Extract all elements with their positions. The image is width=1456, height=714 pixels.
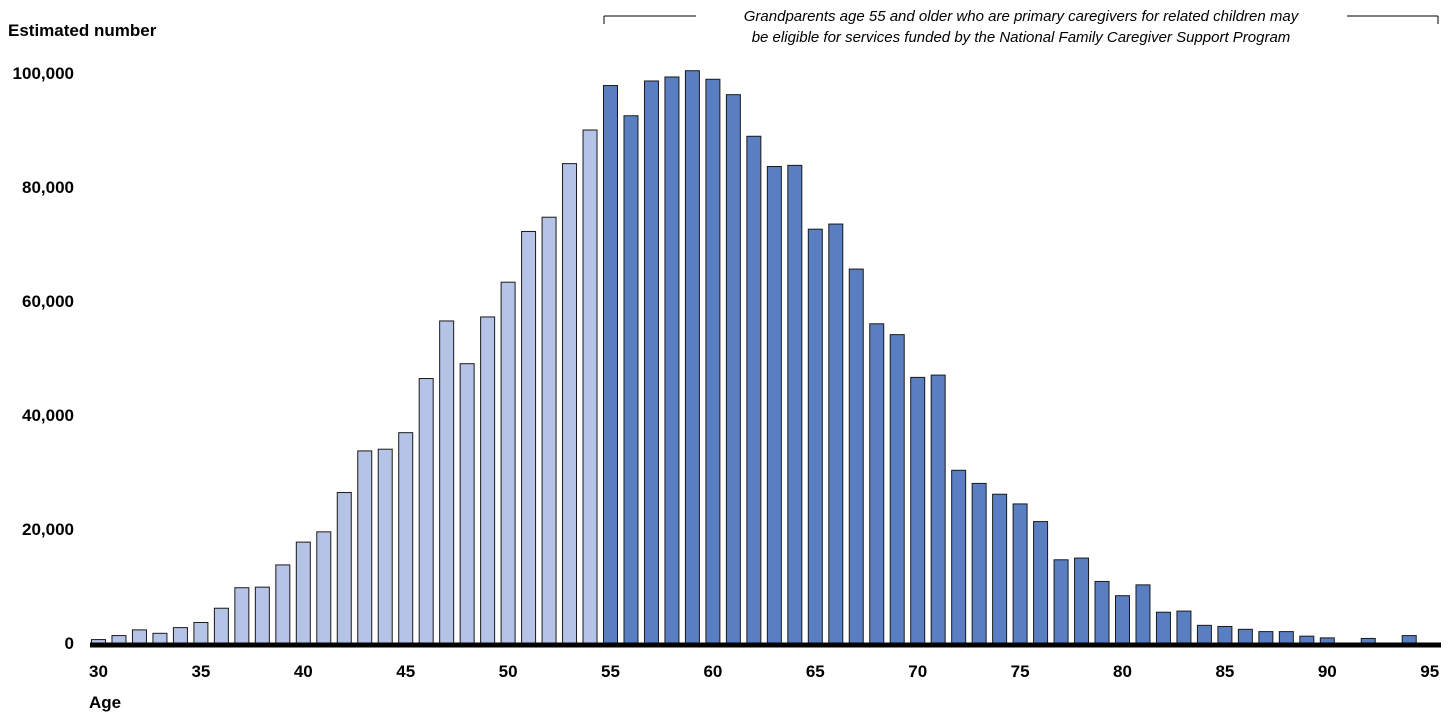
bar-age-41 [316, 531, 332, 644]
bar-age-57 [643, 80, 659, 644]
bar-age-54 [582, 129, 598, 644]
bar-age-75 [1012, 503, 1028, 644]
bars [91, 70, 1417, 644]
x-tick-label: 80 [1113, 662, 1132, 681]
bar-age-58 [664, 76, 680, 644]
bar-age-39 [275, 564, 291, 644]
bar-age-79 [1094, 580, 1110, 644]
x-tick-label: 60 [703, 662, 722, 681]
y-tick-label: 60,000 [22, 292, 74, 311]
y-tick-label: 0 [65, 634, 74, 653]
bar-age-88 [1278, 631, 1294, 644]
bar-age-76 [1033, 521, 1049, 644]
bar-age-92 [1360, 637, 1376, 644]
bar-age-31 [111, 635, 127, 644]
bar-age-66 [828, 223, 844, 644]
x-tick-label: 70 [908, 662, 927, 681]
bar-age-61 [725, 94, 741, 644]
bar-age-90 [1319, 637, 1335, 644]
bar-age-51 [521, 230, 537, 644]
y-tick-label: 20,000 [22, 520, 74, 539]
bar-age-30 [91, 639, 106, 644]
x-tick-label: 65 [806, 662, 825, 681]
x-tick-label: 30 [89, 662, 108, 681]
bar-age-80 [1115, 595, 1130, 644]
bar-age-37 [234, 587, 250, 644]
x-tick-label: 85 [1215, 662, 1234, 681]
x-tick-label: 50 [499, 662, 518, 681]
bar-age-64 [787, 164, 803, 644]
x-axis-label: Age [89, 693, 121, 712]
bar-age-50 [500, 281, 516, 644]
bar-age-53 [562, 163, 578, 644]
bar-age-83 [1176, 610, 1192, 644]
bar-age-94 [1401, 635, 1417, 644]
x-tick-label: 45 [396, 662, 415, 681]
x-tick-label: 95 [1420, 662, 1439, 681]
x-tick-label: 40 [294, 662, 313, 681]
bar-age-43 [357, 450, 373, 644]
bar-age-36 [213, 607, 229, 644]
bar-age-42 [336, 492, 352, 644]
bar-age-67 [848, 268, 864, 644]
bar-age-87 [1258, 631, 1274, 644]
x-tick-label: 35 [191, 662, 210, 681]
bar-age-85 [1217, 625, 1233, 644]
x-tick-label: 90 [1318, 662, 1337, 681]
bar-age-35 [193, 621, 209, 644]
bar-age-49 [480, 316, 496, 644]
bar-age-62 [746, 135, 762, 644]
annotation-line-1: Grandparents age 55 and older who are pr… [744, 8, 1300, 25]
bar-age-45 [398, 432, 414, 644]
y-tick-label: 100,000 [13, 64, 74, 83]
bar-age-52 [541, 216, 557, 644]
bar-age-82 [1155, 611, 1171, 644]
bar-age-78 [1074, 557, 1090, 644]
bar-age-32 [131, 629, 147, 644]
bar-age-47 [439, 320, 455, 644]
x-tick-label: 75 [1011, 662, 1030, 681]
bar-age-65 [807, 228, 823, 644]
bar-age-77 [1053, 559, 1069, 644]
bar-age-74 [992, 493, 1008, 644]
y-axis-ticks: 0 20,000 40,000 60,000 80,000 100,000 [13, 64, 74, 653]
y-tick-label: 80,000 [22, 178, 74, 197]
bar-age-44 [377, 448, 393, 644]
bar-age-73 [971, 482, 987, 644]
bar-age-40 [295, 541, 311, 644]
bar-age-59 [684, 70, 700, 644]
bar-age-38 [254, 586, 270, 644]
bar-age-60 [705, 78, 721, 644]
bar-age-63 [766, 165, 782, 644]
y-axis-label: Estimated number [8, 21, 157, 40]
bar-age-84 [1196, 624, 1212, 644]
bar-age-70 [910, 376, 926, 644]
bar-age-81 [1135, 584, 1151, 644]
bar-age-55 [603, 85, 618, 644]
bar-age-46 [418, 378, 434, 644]
eligibility-annotation: Grandparents age 55 and older who are pr… [603, 8, 1439, 46]
annotation-line-2: be eligible for services funded by the N… [752, 29, 1291, 46]
y-tick-label: 40,000 [22, 406, 74, 425]
bar-age-34 [172, 627, 188, 644]
bar-age-68 [869, 323, 885, 644]
bar-age-69 [889, 334, 905, 644]
x-axis-ticks: 30 35 40 45 50 55 60 65 70 75 80 85 90 95 [89, 662, 1439, 681]
bar-age-48 [459, 363, 475, 644]
bar-age-56 [623, 115, 639, 644]
bar-age-89 [1299, 635, 1315, 644]
bar-age-86 [1237, 628, 1253, 644]
bar-age-71 [930, 374, 946, 644]
x-tick-label: 55 [601, 662, 620, 681]
bar-age-72 [951, 469, 967, 644]
bar-age-33 [152, 632, 168, 644]
